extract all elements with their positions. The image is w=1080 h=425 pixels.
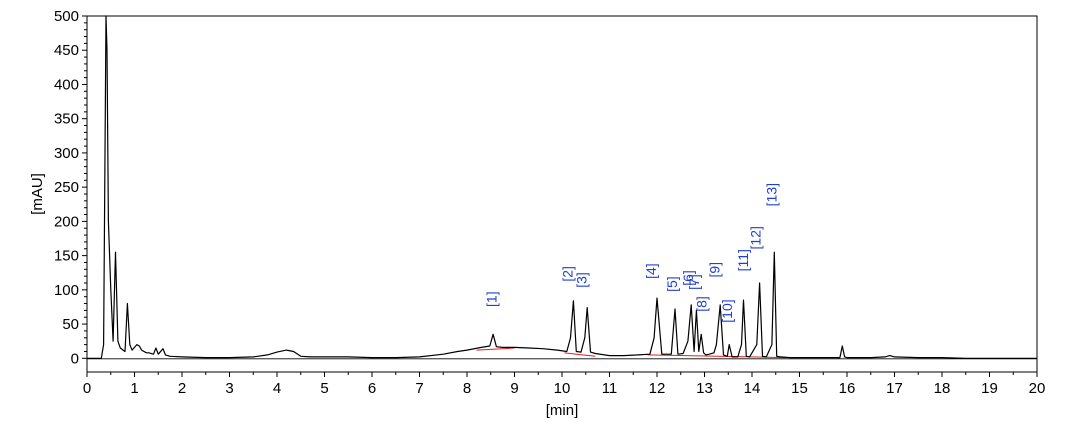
x-tick-label: 13 [696, 380, 713, 397]
x-tick-label: 4 [273, 380, 281, 397]
peak-label: [12] [748, 226, 764, 249]
x-tick-label: 19 [981, 380, 998, 397]
y-tick-label: 300 [54, 145, 79, 162]
x-tick-label: 20 [1029, 380, 1046, 397]
peak-label: [4] [643, 263, 659, 279]
y-tick-label: 100 [54, 282, 79, 299]
x-tick-label: 6 [368, 380, 376, 397]
peak-label: [3] [574, 272, 590, 288]
x-tick-label: 15 [791, 380, 808, 397]
peak-label: [2] [559, 266, 575, 282]
x-tick-label: 5 [320, 380, 328, 397]
baseline-segment [564, 352, 596, 357]
baseline-segment [476, 347, 515, 351]
x-tick-label: 18 [934, 380, 951, 397]
y-tick-label: 200 [54, 213, 79, 230]
x-tick-label: 7 [415, 380, 423, 397]
plot-area [86, 15, 1038, 373]
peak-label: [8] [693, 296, 709, 312]
x-tick-label: 2 [178, 380, 186, 397]
plot-border [86, 15, 1038, 373]
x-tick-label: 9 [510, 380, 518, 397]
peak-label: [6] [680, 270, 696, 286]
peak-labels: [1] [2][3] [4] [5] [6][7] [8] [9] [10] [11][12] [… [483, 183, 779, 323]
x-tick-label: 3 [225, 380, 233, 397]
x-tick-label: 1 [130, 380, 138, 397]
x-tick-label: 16 [839, 380, 856, 397]
x-axis: 0 1 2 3 4 5 6 7 8 9 10 11 12 13 14 15 16 17 18 19 20 [83, 372, 1046, 397]
peak-label: [1] [483, 291, 499, 307]
y-tick-label: 400 [54, 76, 79, 93]
y-tick-label: 250 [54, 179, 79, 196]
peak-label: [13] [764, 183, 780, 206]
y-axis: 0 50 100 150 200 250 300 350 400 450 500 [54, 8, 87, 367]
y-tick-label: 500 [54, 8, 79, 25]
x-tick-label: 14 [744, 380, 761, 397]
integration-baselines [476, 347, 786, 359]
signal-trace-group [87, 15, 1037, 359]
x-tick-label: 8 [463, 380, 471, 397]
baseline-segment [647, 354, 786, 359]
y-tick-label: 150 [54, 248, 79, 265]
x-tick-label: 0 [83, 380, 91, 397]
y-axis-title: [mAU] [29, 173, 46, 215]
x-tick-label: 17 [886, 380, 903, 397]
peak-label: [9] [707, 262, 723, 278]
peak-label: [11] [735, 249, 751, 271]
peak-label: [7] [686, 274, 702, 290]
y-tick-label: 50 [62, 316, 79, 333]
peak-label: [5] [664, 276, 680, 292]
y-tick-label: 350 [54, 111, 79, 128]
y-tick-label: 0 [71, 350, 79, 367]
x-tick-label: 11 [602, 380, 618, 397]
x-axis-title: [min] [546, 402, 579, 419]
signal-trace [87, 15, 1037, 359]
peak-label: [10] [719, 299, 735, 322]
x-tick-label: 10 [554, 380, 571, 397]
y-tick-label: 450 [54, 42, 79, 59]
x-tick-label: 12 [649, 380, 666, 397]
